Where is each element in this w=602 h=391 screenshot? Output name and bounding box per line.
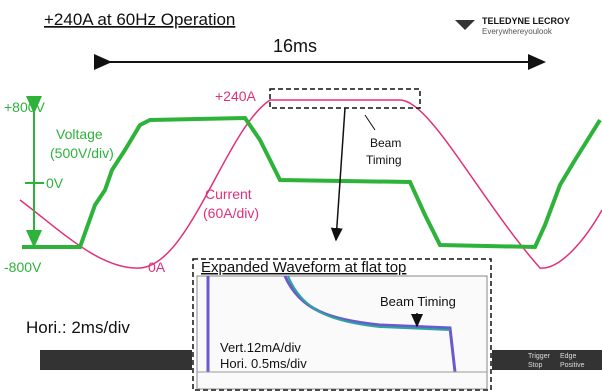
current-scale: (60A/div) (203, 205, 259, 221)
status-trigger: Trigger (528, 353, 551, 360)
current-peak: +240A (215, 88, 257, 104)
current-name: Current (205, 186, 252, 202)
period-label: 16ms (273, 36, 317, 56)
status-edge: Edge (560, 353, 576, 360)
status-stop: Stop (528, 362, 543, 369)
hori-label: Hori.: 2ms/div (26, 318, 130, 337)
inset-title: Expanded Waveform at flat top (201, 259, 406, 276)
inset-hori: Hori. 0.5ms/div (220, 356, 307, 371)
voltage-scale: (500V/div) (50, 145, 114, 161)
inset-beam: Beam Timing (380, 294, 456, 309)
voltage-name: Voltage (56, 126, 103, 142)
beam-line2: Timing (366, 153, 402, 167)
inset: Expanded Waveform at flat top Beam Timin… (193, 259, 491, 390)
inset-vert: Vert.12mA/div (220, 340, 301, 355)
logo-brand: TELEDYNE LECROY (482, 16, 570, 26)
screenshot: +240A at 60Hz Operation TELEDYNE LECROY … (0, 0, 602, 391)
status-positive: Positive (560, 362, 585, 369)
voltage-top: +800V (4, 99, 46, 115)
voltage-bottom: -800V (4, 259, 42, 275)
logo-tagline: Everywhereyoulook (482, 27, 553, 36)
title: +240A at 60Hz Operation (44, 10, 235, 29)
voltage-zero: 0V (46, 175, 64, 191)
current-zero: 0A (148, 259, 166, 275)
beam-line1: Beam (370, 136, 401, 150)
